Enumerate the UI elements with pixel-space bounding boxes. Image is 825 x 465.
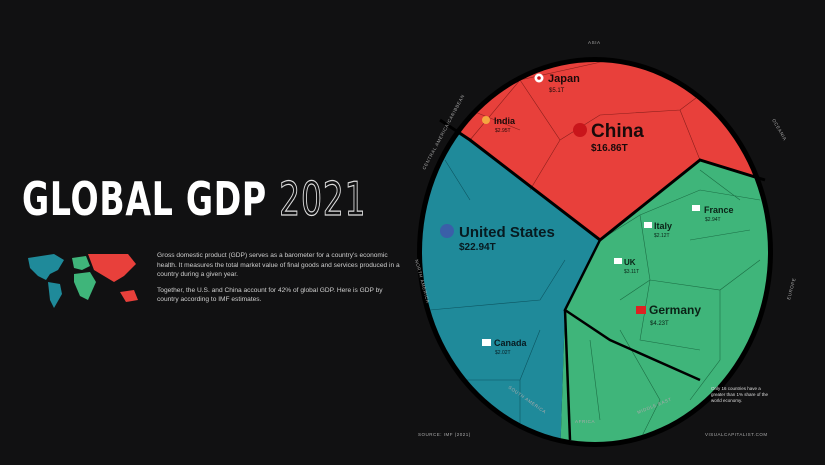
india-flag-icon	[482, 116, 490, 124]
country-value-india: $2.95T	[495, 128, 511, 134]
region-label-africa: AFRICA	[575, 419, 595, 424]
description-paragraph: Gross domestic product (GDP) serves as a…	[157, 252, 400, 279]
france-flag-icon	[692, 205, 700, 211]
region-label-asia: ASIA	[588, 40, 601, 45]
country-value-china: $16.86T	[591, 143, 628, 154]
site-link[interactable]: VISUALCAPITALIST.COM	[705, 432, 768, 437]
china-flag-icon	[573, 123, 587, 137]
region-label-europe: EUROPE	[786, 277, 797, 300]
source-text: SOURCE: IMF (2021)	[418, 432, 471, 437]
italy-flag-icon	[644, 222, 652, 228]
description: Gross domestic product (GDP) serves as a…	[157, 251, 402, 311]
country-label-germany: Germany	[649, 303, 701, 317]
country-label-uk: UK	[624, 258, 636, 267]
country-label-china: China	[591, 121, 644, 142]
us-flag-icon	[440, 224, 454, 238]
country-label-india: India	[494, 116, 516, 126]
footnote: Only 16 countries have a greater than 1%…	[711, 386, 769, 403]
country-value-canada: $2.02T	[495, 350, 511, 356]
description-paragraph: Together, the U.S. and China account for…	[157, 286, 383, 304]
title-main: GLOBAL GDP	[22, 172, 267, 226]
country-value-japan: $5.1T	[549, 88, 565, 94]
country-label-italy: Italy	[654, 221, 672, 231]
country-label-united-states: United States	[459, 224, 555, 241]
uk-flag-icon	[614, 258, 622, 264]
title-year: 2021	[279, 171, 367, 226]
country-value-italy: $2.12T	[654, 233, 670, 239]
region-label-oceania: OCEANIA	[771, 118, 788, 142]
country-label-france: France	[704, 205, 734, 215]
country-value-uk: $3.11T	[624, 269, 639, 275]
canada-flag-icon	[482, 339, 491, 346]
world-map-icon	[28, 254, 138, 308]
country-label-japan: Japan	[548, 73, 580, 85]
country-value-france: $2.94T	[705, 217, 721, 223]
country-label-canada: Canada	[494, 338, 528, 348]
country-value-united-states: $22.94T	[459, 242, 496, 253]
germany-flag-icon	[636, 306, 646, 314]
country-value-germany: $4.23T	[650, 321, 669, 327]
page-title: GLOBAL GDP 2021	[22, 171, 367, 226]
